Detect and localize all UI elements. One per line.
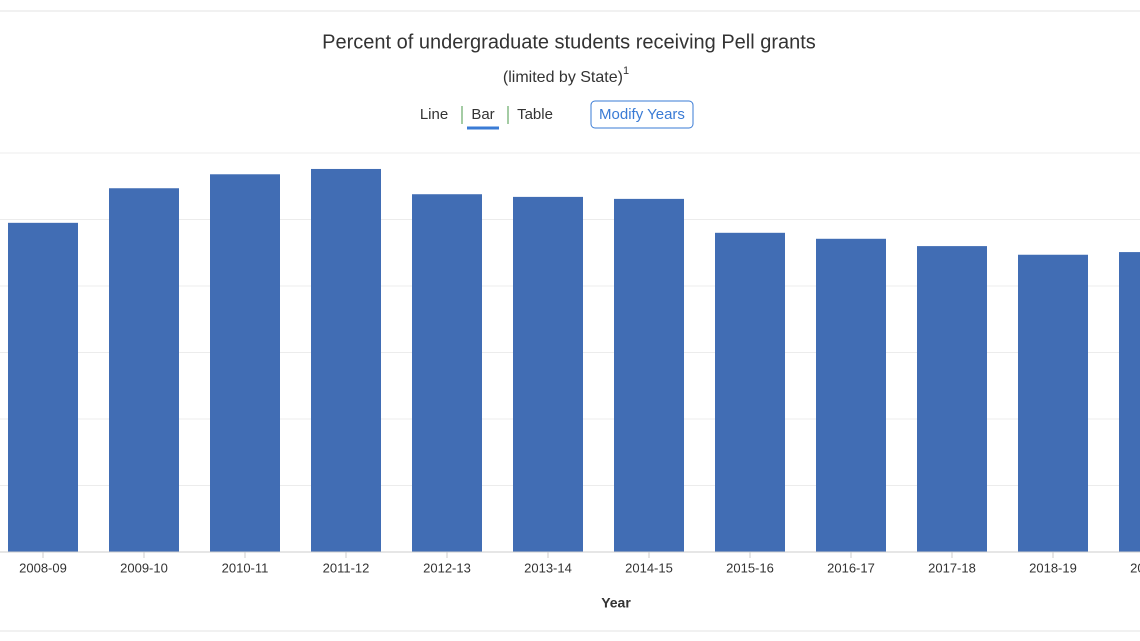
x-tick-label: 2018-19 — [1029, 560, 1077, 575]
x-tick-label: 2010-11 — [222, 560, 269, 575]
chart-subtitle: (limited by State)1 — [503, 65, 629, 86]
bar — [8, 222, 78, 552]
bar — [311, 168, 381, 552]
x-tick-label: 2016-17 — [827, 560, 875, 575]
bar — [210, 174, 280, 552]
bar — [917, 246, 987, 552]
view-tab[interactable]: Line — [420, 106, 448, 123]
x-tick-label: 2019-20 — [1130, 560, 1140, 575]
bar — [1119, 252, 1140, 552]
modify-years-button[interactable] — [590, 100, 694, 129]
bar — [412, 194, 482, 553]
bar — [715, 232, 785, 553]
chart-title: Percent of undergraduate students receiv… — [322, 31, 816, 53]
x-axis-title: Year — [601, 595, 631, 611]
bar — [1018, 254, 1088, 552]
subtitle: (limited by State) — [503, 69, 623, 86]
x-tick-label: 2017-18 — [928, 560, 976, 575]
x-tick-label: 2011-12 — [323, 560, 370, 575]
bar — [109, 188, 179, 552]
x-tick-label: 2015-16 — [726, 560, 774, 575]
x-tick-label: 2014-15 — [625, 560, 673, 575]
x-tick-label: 2013-14 — [524, 560, 572, 575]
bar — [513, 196, 583, 552]
bar — [614, 198, 684, 552]
x-tick-label: 2009-10 — [120, 560, 168, 575]
bar — [816, 238, 886, 552]
view-tab[interactable]: Bar — [471, 106, 494, 123]
footnote-marker: 1 — [623, 65, 629, 77]
x-tick-label: 2008-09 — [19, 560, 67, 575]
view-tab[interactable]: Table — [517, 106, 553, 123]
modify-years-label[interactable]: Modify Years — [599, 106, 685, 123]
x-tick-label: 2012-13 — [423, 560, 471, 575]
